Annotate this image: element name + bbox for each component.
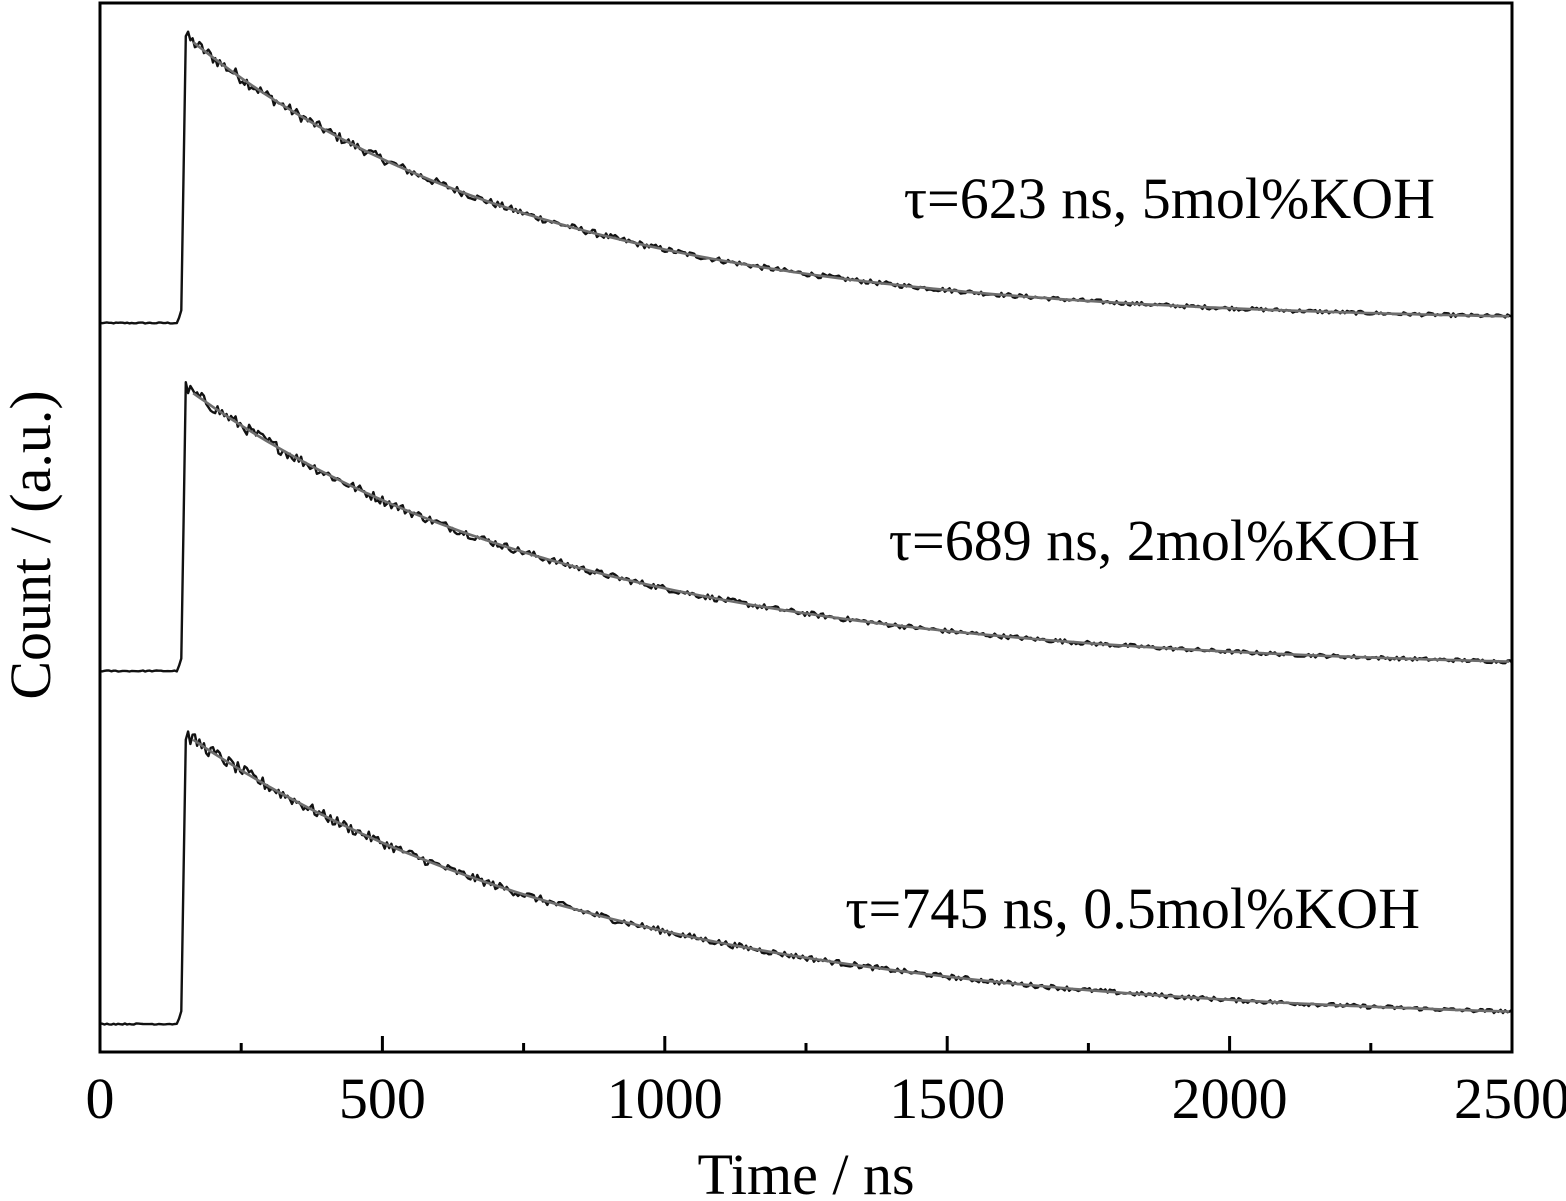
x-tick-label: 2000 [1172, 1066, 1288, 1131]
trace-2 [99, 381, 1513, 673]
annotations-layer: τ=623 ns, 5mol%KOH τ=689 ns, 2mol%KOH τ=74… [845, 166, 1435, 941]
fit-line-3 [192, 738, 1510, 1013]
x-tick-label: 1000 [607, 1066, 723, 1131]
fit-line-2 [192, 392, 1510, 663]
x-axis-label: Time / ns [697, 1142, 914, 1201]
trace-annotation-1: τ=623 ns, 5mol%KOH [904, 166, 1435, 231]
fit-line-1 [192, 41, 1510, 318]
trace-annotation-3: τ=745 ns, 0.5mol%KOH [845, 876, 1420, 941]
trace-1 [99, 30, 1513, 325]
x-tick-label: 500 [339, 1066, 426, 1131]
trace-annotation-2: τ=689 ns, 2mol%KOH [889, 508, 1420, 573]
x-tick-label: 2500 [1454, 1066, 1566, 1131]
trace-3 [99, 730, 1513, 1026]
traces-layer [99, 30, 1513, 1026]
x-axis-ticks: 0 500 1000 1500 2000 2500 [86, 1036, 1566, 1131]
x-tick-label: 0 [86, 1066, 115, 1131]
y-axis-label: Count / (a.u.) [0, 390, 63, 699]
x-tick-label: 1500 [889, 1066, 1005, 1131]
